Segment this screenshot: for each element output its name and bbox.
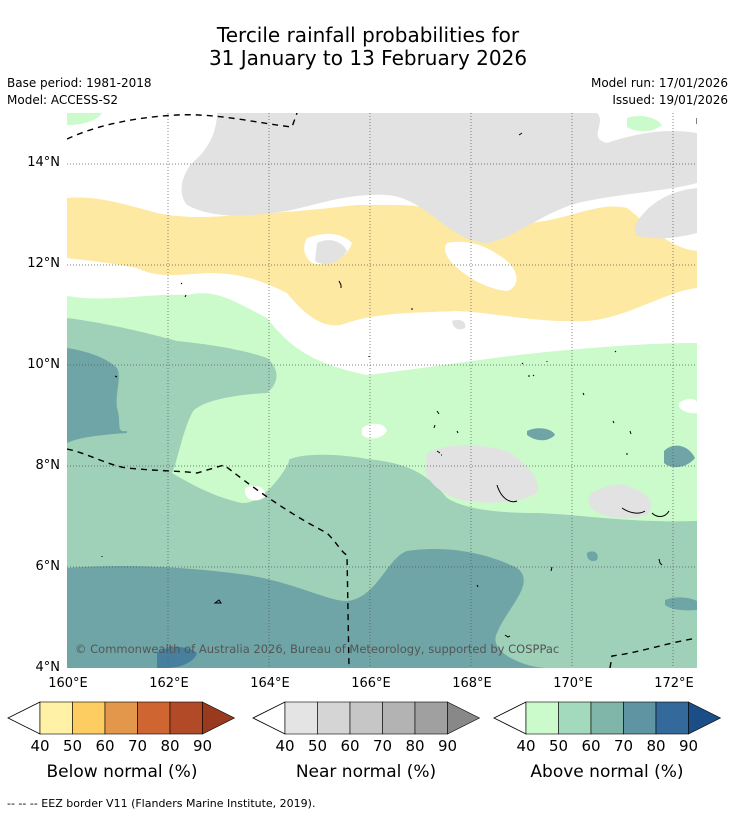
- colorbar-below-swatch: [202, 701, 236, 735]
- region-above-60: [67, 348, 127, 443]
- region-above-60-east-b: [665, 597, 697, 611]
- lon-label-162e: 162°E: [149, 676, 189, 691]
- colorbar-above-swatch: [590, 701, 624, 735]
- region-near-normal-dot: [452, 319, 466, 330]
- model-run: Model run: 17/01/2026: [590, 76, 728, 90]
- colorbar-near-tick: 90: [438, 737, 457, 755]
- colorbar-near-under-arrow: [252, 701, 286, 735]
- islands: [101, 118, 697, 638]
- region-green-patch-ne: [627, 115, 662, 132]
- colorbar-above-label: Above normal (%): [530, 762, 684, 782]
- colorbar-below-tick: 40: [30, 737, 49, 755]
- region-near-normal-north: [181, 113, 697, 243]
- colorbar-below-label: Below normal (%): [46, 762, 198, 782]
- colorbar-near-swatch: [414, 701, 448, 735]
- colorbar-above-tick: 90: [679, 737, 698, 755]
- region-near-normal-mid: [315, 240, 347, 265]
- colorbar-near-normal: 40 50 60 70 80 90: [252, 701, 481, 755]
- colorbar-below-swatch: [39, 701, 73, 735]
- lon-label-166e: 166°E: [351, 676, 391, 691]
- region-neutral-small-c: [679, 398, 697, 414]
- colorbar-below-swatch: [137, 701, 171, 735]
- colorbar-below-tick: 70: [128, 737, 147, 755]
- map-title-line2: 31 January to 13 February 2026: [208, 46, 528, 70]
- colorbar-near-tick: 80: [405, 737, 424, 755]
- tercile-map: © Commonwealth of Australia 2026, Bureau…: [67, 113, 697, 668]
- region-neutral-small-a: [362, 423, 387, 439]
- region-near-normal-central: [425, 445, 538, 503]
- colorbar-near-swatch: [382, 701, 416, 735]
- lon-label-164e: 164°E: [250, 676, 290, 691]
- colorbar-above-swatch: [623, 701, 657, 735]
- colorbar-below-tick: 50: [63, 737, 82, 755]
- lat-label-12n: 12°N: [27, 256, 60, 271]
- colorbar-near-tick: 60: [340, 737, 359, 755]
- colorbar-above-tick: 80: [646, 737, 665, 755]
- region-neutral-gap-b: [444, 241, 517, 291]
- colorbar-above-swatch: [558, 701, 592, 735]
- region-near-normal-se: [588, 484, 652, 519]
- eez-legend-footer: -- -- -- EEZ border V11 (Flanders Marine…: [7, 797, 316, 810]
- colorbar-above-tick: 40: [516, 737, 535, 755]
- colorbar-near-swatch: [349, 701, 383, 735]
- colorbar-above-normal: 40 50 60 70 80 90: [493, 701, 722, 755]
- colorbar-below-swatch: [72, 701, 106, 735]
- lat-label-8n: 8°N: [35, 458, 61, 473]
- colorbar-above-under-arrow: [493, 701, 527, 735]
- lat-label-14n: 14°N: [27, 155, 60, 170]
- eez-borders: [67, 113, 697, 668]
- colorbar-near-swatch: [317, 701, 351, 735]
- colorbar-near-swatch: [284, 701, 318, 735]
- region-below-40: [67, 197, 697, 326]
- colorbar-near-label: Near normal (%): [295, 762, 437, 782]
- lon-label-172e: 172°E: [654, 676, 694, 691]
- colorbar-above-tick: 60: [581, 737, 600, 755]
- colorbar-below-tick: 60: [95, 737, 114, 755]
- colorbar-near-swatch: [447, 701, 481, 735]
- base-period: Base period: 1981-2018: [7, 76, 152, 90]
- colorbar-below-tick: 80: [160, 737, 179, 755]
- colorbar-above-swatch: [655, 701, 689, 735]
- colorbar-near-tick: 50: [308, 737, 327, 755]
- region-above-60-mid: [527, 428, 555, 441]
- colorbar-below-swatch: [104, 701, 138, 735]
- colorbar-below-under-arrow: [7, 701, 41, 735]
- copyright-notice: © Commonwealth of Australia 2026, Bureau…: [75, 642, 559, 656]
- lat-label-4n: 4°N: [35, 660, 61, 675]
- lat-label-6n: 6°N: [35, 559, 61, 574]
- region-above-60-east-a: [664, 445, 695, 468]
- region-green-patch-nw: [67, 113, 102, 125]
- lon-label-168e: 168°E: [452, 676, 492, 691]
- model-name: Model: ACCESS-S2: [7, 93, 119, 107]
- region-above-60-small: [586, 551, 598, 562]
- region-near-normal-east: [635, 188, 697, 239]
- colorbar-below-tick: 90: [193, 737, 212, 755]
- colorbar-above-tick: 50: [549, 737, 568, 755]
- colorbar-above-swatch: [525, 701, 559, 735]
- colorbar-above-swatch: [688, 701, 722, 735]
- region-above-70: [157, 647, 197, 668]
- map-title-line1: Tercile rainfall probabilities for: [216, 23, 520, 47]
- region-above-60-south: [67, 548, 547, 668]
- lat-label-10n: 10°N: [27, 357, 60, 372]
- colorbar-below-swatch: [169, 701, 203, 735]
- region-neutral-small-b: [245, 486, 266, 501]
- lon-label-160e: 160°E: [48, 676, 88, 691]
- colorbar-near-tick: 40: [275, 737, 294, 755]
- lon-label-170e: 170°E: [553, 676, 593, 691]
- region-near-normal-small: [367, 170, 397, 185]
- issued-date: Issued: 19/01/2026: [612, 93, 728, 107]
- map-gridlines: [67, 113, 697, 668]
- colorbar-near-tick: 70: [373, 737, 392, 755]
- colorbar-below-normal: 40 50 60 70 80 90: [7, 701, 236, 755]
- colorbar-above-tick: 70: [614, 737, 633, 755]
